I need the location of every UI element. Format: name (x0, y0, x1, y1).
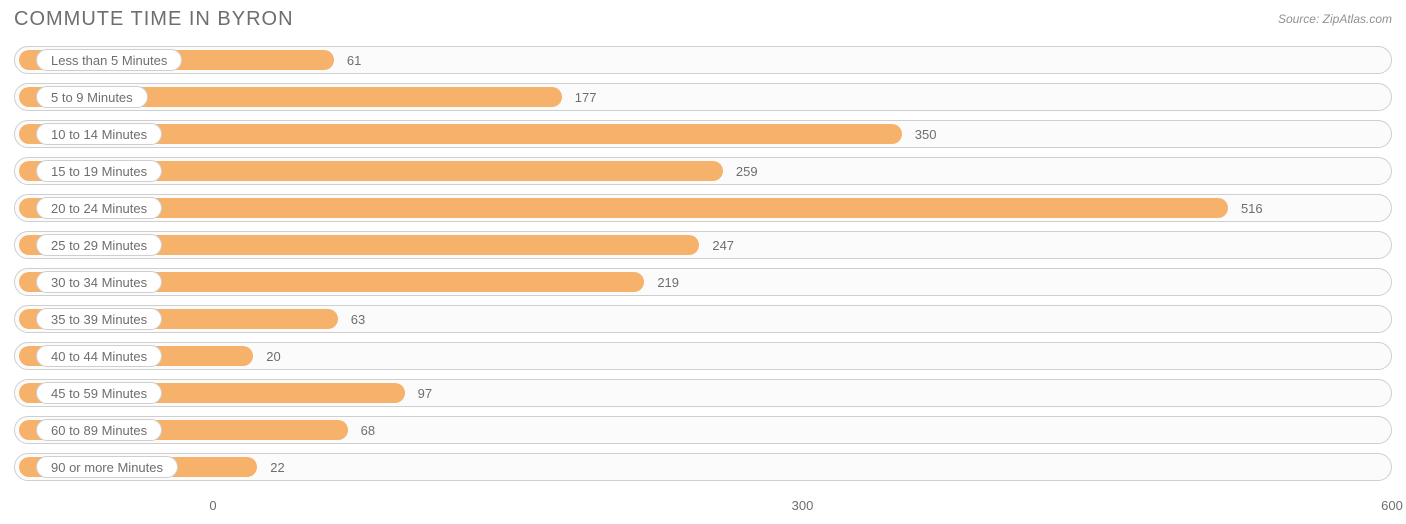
bar-track (14, 46, 1392, 74)
bar-fill (19, 198, 1228, 218)
value-label: 97 (418, 379, 432, 407)
bar-track (14, 157, 1392, 185)
bar-row: 10 to 14 Minutes 350 (14, 120, 1392, 148)
value-label: 63 (351, 305, 365, 333)
value-label: 22 (270, 453, 284, 481)
bar-track (14, 120, 1392, 148)
category-label: 5 to 9 Minutes (36, 86, 148, 108)
value-label: 68 (361, 416, 375, 444)
bar-track (14, 231, 1392, 259)
axis-tick: 0 (209, 498, 216, 513)
value-label: 219 (657, 268, 679, 296)
bar-row: 45 to 59 Minutes 97 (14, 379, 1392, 407)
axis-tick: 600 (1381, 498, 1403, 513)
value-label: 177 (575, 83, 597, 111)
bar-track (14, 453, 1392, 481)
category-label: 60 to 89 Minutes (36, 419, 162, 441)
bar-row: 15 to 19 Minutes 259 (14, 157, 1392, 185)
bar-row: 60 to 89 Minutes 68 (14, 416, 1392, 444)
value-label: 516 (1241, 194, 1263, 222)
bar-track (14, 342, 1392, 370)
chart-area: Less than 5 Minutes 61 5 to 9 Minutes 177 10… (14, 46, 1392, 494)
value-label: 61 (347, 46, 361, 74)
category-label: 25 to 29 Minutes (36, 234, 162, 256)
category-label: Less than 5 Minutes (36, 49, 182, 71)
category-label: 20 to 24 Minutes (36, 197, 162, 219)
axis-tick: 300 (792, 498, 814, 513)
bar-row: 5 to 9 Minutes 177 (14, 83, 1392, 111)
chart-title: COMMUTE TIME IN BYRON (14, 8, 294, 31)
bar-track (14, 268, 1392, 296)
bar-row: 25 to 29 Minutes 247 (14, 231, 1392, 259)
bar-track (14, 416, 1392, 444)
category-label: 90 or more Minutes (36, 456, 178, 478)
category-label: 45 to 59 Minutes (36, 382, 162, 404)
bar-row: 90 or more Minutes 22 (14, 453, 1392, 481)
bar-row: Less than 5 Minutes 61 (14, 46, 1392, 74)
category-label: 15 to 19 Minutes (36, 160, 162, 182)
x-axis: 0300600 (14, 498, 1392, 518)
value-label: 20 (266, 342, 280, 370)
value-label: 350 (915, 120, 937, 148)
bar-track (14, 194, 1392, 222)
category-label: 40 to 44 Minutes (36, 345, 162, 367)
bar-track (14, 83, 1392, 111)
category-label: 35 to 39 Minutes (36, 308, 162, 330)
bar-track (14, 305, 1392, 333)
bar-row: 30 to 34 Minutes 219 (14, 268, 1392, 296)
bar-row: 35 to 39 Minutes 63 (14, 305, 1392, 333)
bar-track (14, 379, 1392, 407)
value-label: 259 (736, 157, 758, 185)
category-label: 10 to 14 Minutes (36, 123, 162, 145)
bar-row: 20 to 24 Minutes 516 (14, 194, 1392, 222)
bar-row: 40 to 44 Minutes 20 (14, 342, 1392, 370)
category-label: 30 to 34 Minutes (36, 271, 162, 293)
value-label: 247 (712, 231, 734, 259)
source-attribution: Source: ZipAtlas.com (1278, 8, 1392, 26)
